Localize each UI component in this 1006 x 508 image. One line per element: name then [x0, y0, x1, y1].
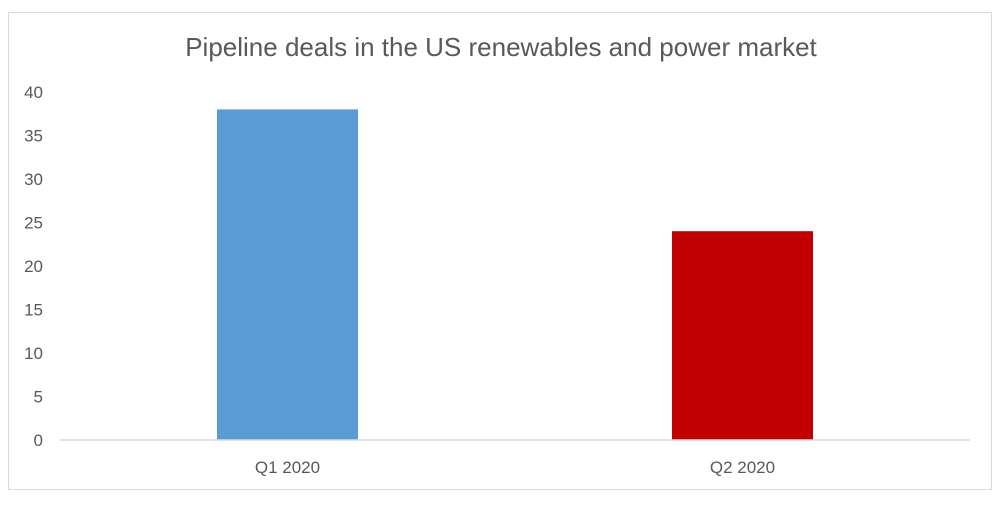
y-tick-label: 5	[34, 388, 43, 407]
y-tick-label: 0	[34, 431, 43, 450]
y-tick-label: 35	[24, 127, 43, 146]
chart-frame	[8, 12, 992, 490]
bars	[216, 109, 814, 441]
y-tick-label: 20	[24, 257, 43, 276]
y-tick-label: 40	[24, 83, 43, 102]
y-tick-label: 25	[24, 214, 43, 233]
y-tick-label: 30	[24, 170, 43, 189]
x-tick-label: Q2 2020	[710, 458, 775, 477]
x-axis-ticks: Q1 2020 Q2 2020	[255, 458, 775, 477]
chart-title: Pipeline deals in the US renewables and …	[185, 32, 817, 62]
y-tick-label: 10	[24, 344, 43, 363]
y-axis-ticks: 0 5 10 15 20 25 30 35 40	[24, 83, 43, 450]
bar-q2-2020	[671, 231, 814, 440]
x-tick-label: Q1 2020	[255, 458, 320, 477]
y-tick-label: 15	[24, 301, 43, 320]
bar-q1-2020	[216, 109, 359, 441]
